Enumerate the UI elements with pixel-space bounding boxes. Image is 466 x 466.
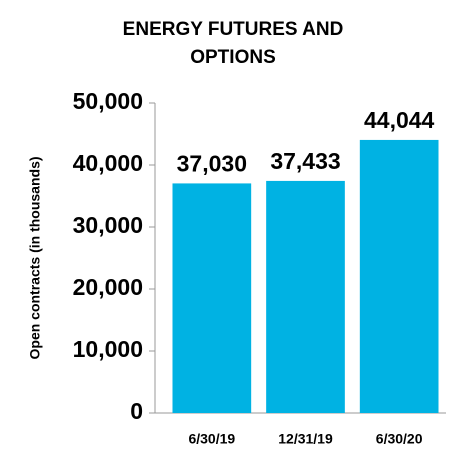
data-label: 37,030	[177, 150, 247, 176]
y-tick-label: 10,000	[73, 336, 143, 362]
y-axis-label: Open contracts (in thousands)	[27, 156, 43, 359]
data-label: 44,044	[364, 107, 435, 133]
bar	[359, 139, 439, 414]
y-tick-label: 0	[130, 398, 143, 424]
x-tick-label: 6/30/19	[188, 431, 235, 447]
chart-title: ENERGY FUTURES AND OPTIONS	[122, 19, 344, 68]
bar	[266, 180, 345, 413]
y-tick-label: 30,000	[73, 212, 143, 238]
data-label: 37,433	[270, 148, 340, 174]
y-tick-label: 50,000	[73, 88, 143, 114]
x-tick-label: 6/30/20	[376, 431, 423, 447]
bar	[172, 183, 252, 413]
x-tick-label: 12/31/19	[278, 431, 333, 447]
y-tick-label: 40,000	[73, 150, 143, 176]
y-tick-label: 20,000	[73, 274, 143, 300]
